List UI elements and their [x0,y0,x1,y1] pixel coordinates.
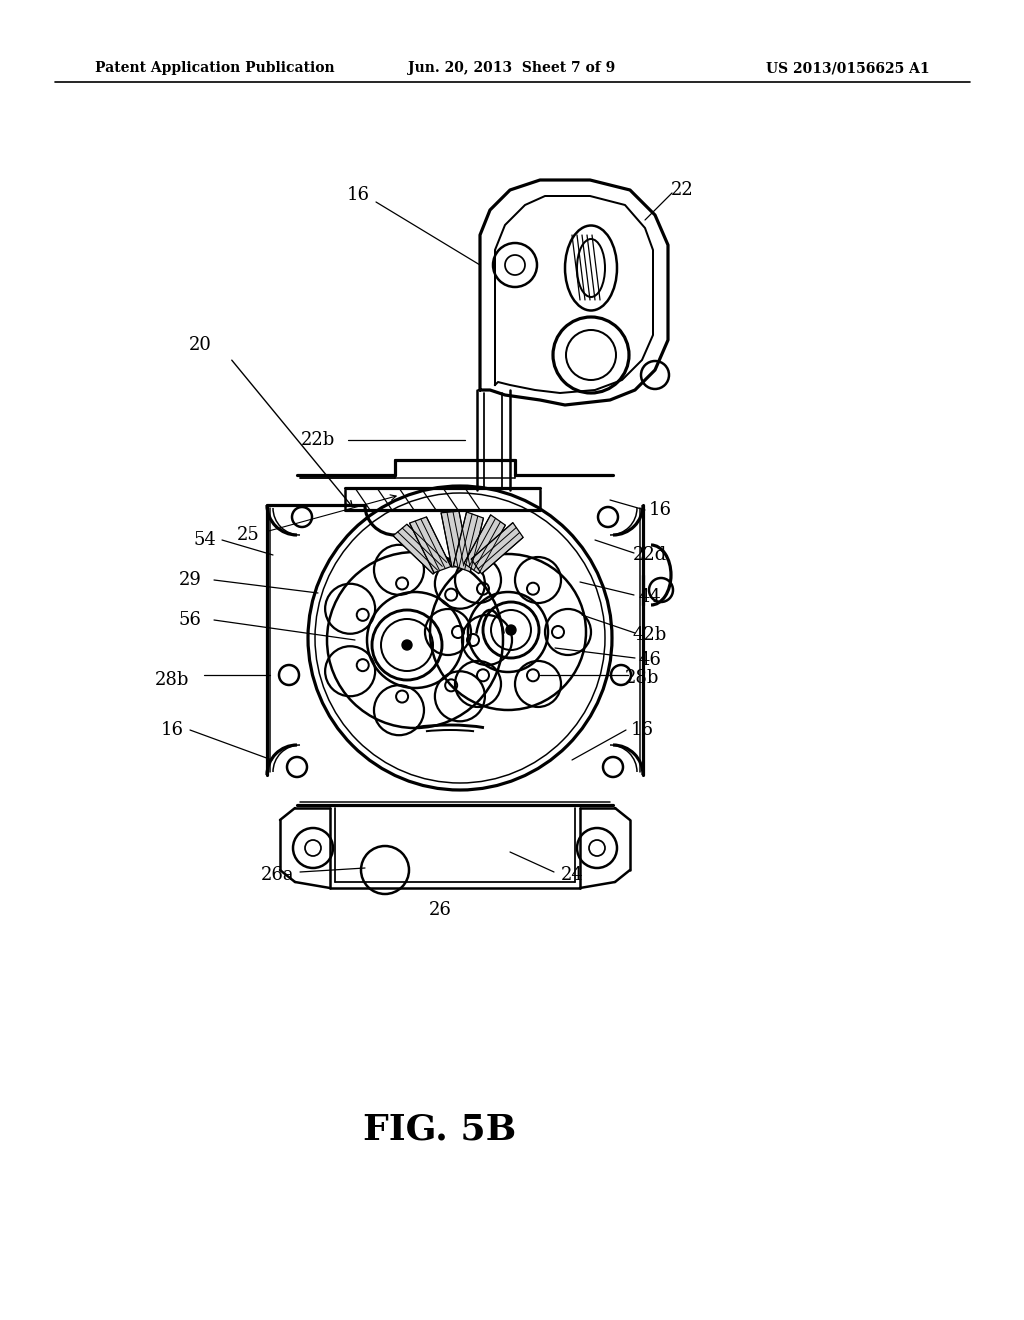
Polygon shape [471,523,523,574]
Polygon shape [454,512,483,572]
Text: Jun. 20, 2013  Sheet 7 of 9: Jun. 20, 2013 Sheet 7 of 9 [409,61,615,75]
Polygon shape [464,515,506,574]
Text: 22: 22 [671,181,693,199]
Text: 16: 16 [631,721,653,739]
Text: 16: 16 [161,721,183,739]
Text: 54: 54 [194,531,216,549]
Text: US 2013/0156625 A1: US 2013/0156625 A1 [766,61,930,75]
Text: FIG. 5B: FIG. 5B [364,1113,517,1147]
Text: 24: 24 [560,866,584,884]
Polygon shape [410,517,451,573]
Text: 28b: 28b [625,669,659,686]
Polygon shape [441,511,470,568]
Text: 16: 16 [346,186,370,205]
Text: 20: 20 [188,337,211,354]
Text: 56: 56 [178,611,202,630]
Polygon shape [393,524,446,574]
Text: Patent Application Publication: Patent Application Publication [95,61,335,75]
Text: 29: 29 [178,572,202,589]
Text: 22d: 22d [633,546,667,564]
Text: 42b: 42b [633,626,667,644]
Text: 22b: 22b [301,432,335,449]
Circle shape [506,624,516,635]
Text: 44: 44 [639,587,662,606]
Text: 26: 26 [429,902,452,919]
Circle shape [402,640,412,649]
Text: 26a: 26a [261,866,295,884]
Text: 28b: 28b [155,671,189,689]
Text: 25: 25 [237,525,259,544]
Text: 46: 46 [639,651,662,669]
Text: 16: 16 [648,502,672,519]
